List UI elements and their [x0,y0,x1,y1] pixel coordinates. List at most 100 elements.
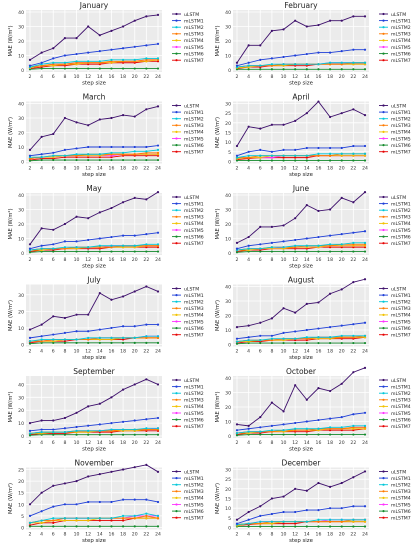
data-point [363,470,367,473]
data-point [75,519,78,522]
data-point [247,64,250,67]
data-point [328,243,332,246]
data-point [352,154,355,157]
legend-marker [175,307,178,310]
legend-marker [382,124,385,127]
y-tick-label: 10 [225,54,231,60]
y-tick-label: 40 [225,193,231,199]
x-tick-label: 6 [259,257,262,263]
x-tick-label: 6 [259,440,262,446]
data-point [110,151,113,154]
y-tick-label: 10 [18,326,24,332]
data-point [87,158,90,162]
data-point [75,313,78,316]
data-point [75,121,78,124]
legend-marker [175,313,178,316]
data-point [282,55,285,59]
x-tick-label: 20 [339,349,345,355]
x-tick-label: 18 [120,440,126,446]
data-point [259,426,262,429]
data-point [259,250,262,253]
data-point [121,514,125,518]
legend-label: mLSTM2 [391,391,411,397]
data-point [363,68,367,71]
data-point [282,250,285,253]
data-point [133,517,136,520]
legend-marker [382,150,385,153]
y-tick-label: 0 [21,526,24,532]
data-point [235,156,239,159]
legend-label: uLSTM [184,286,199,292]
data-point [145,512,148,515]
x-tick-label: 2 [29,166,32,172]
data-point [28,328,32,331]
data-point [270,433,274,436]
legend-label: mLSTM3 [184,398,204,404]
y-axis-label: MAE (W/m²) [215,300,221,331]
data-point [87,238,90,242]
data-point [28,154,32,157]
data-point [75,429,78,432]
data-point [340,159,343,162]
data-point [328,61,332,64]
data-point [63,67,67,70]
data-point [98,118,101,121]
y-tick-label: 0 [228,251,231,257]
legend-label: mLSTM3 [391,123,411,129]
data-point [305,398,308,401]
y-tick-label: 0 [21,68,24,74]
legend-marker [175,503,178,506]
legend-marker [175,111,178,114]
legend-label: mLSTM3 [391,32,411,38]
data-point [328,518,332,521]
data-point [145,498,148,501]
legend-label: mLSTM5 [391,411,411,417]
legend-label: mLSTM2 [184,391,204,397]
x-tick-label: 4 [247,349,250,355]
y-tick-label: 5 [228,150,231,156]
data-point [98,429,101,432]
data-point [52,333,55,336]
data-point [294,433,297,436]
x-tick-label: 6 [52,349,55,355]
data-point [363,505,367,508]
data-point [40,521,43,524]
series-line-ulstm [236,15,365,64]
data-point [235,154,239,157]
panel-title: July [86,276,101,285]
data-point [328,152,332,155]
x-tick-label: 24 [155,166,161,172]
data-point [40,428,43,431]
legend-marker [175,392,178,395]
panel-title: February [284,1,318,10]
data-point [352,334,355,337]
data-point [87,405,90,408]
series-line-ulstm [29,14,159,61]
data-point [259,225,262,228]
data-point [121,517,125,520]
data-point [110,326,113,330]
x-tick-label: 20 [339,440,345,446]
x-tick-label: 12 [85,166,91,172]
data-point [259,522,262,525]
data-point [52,67,55,70]
data-point [121,388,125,391]
data-point [282,341,285,345]
data-point [294,337,297,340]
data-point [270,63,274,66]
legend-label: uLSTM [184,195,199,201]
legend-marker [175,19,178,22]
data-point [75,338,78,341]
data-point [247,247,250,250]
data-point [305,204,308,207]
data-point [259,341,262,345]
series-line-ulstm [29,464,159,505]
legend-label: mLSTM2 [391,208,411,214]
x-axis-label: step size [82,355,107,361]
data-point [270,341,274,345]
series-line-mlstm2 [236,335,365,343]
data-point [363,48,367,51]
data-point [247,510,250,514]
panel-title: May [86,184,102,193]
